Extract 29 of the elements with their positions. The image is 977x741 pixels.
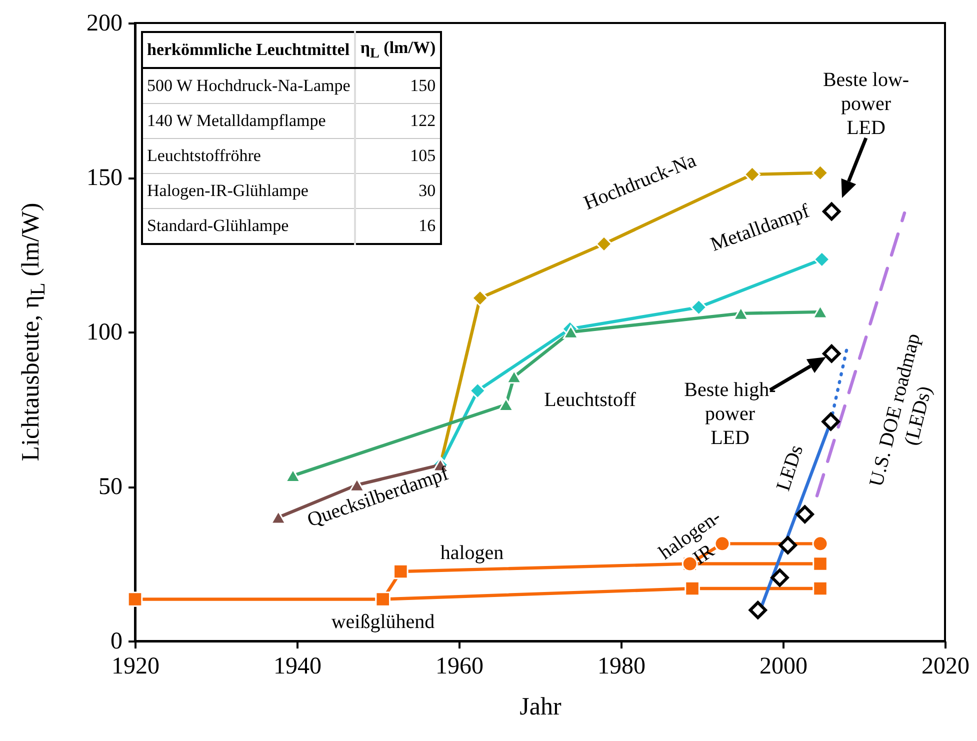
x-axis-title: Jahr [520,694,562,720]
annotation: η$_{L}$ (lm/W) [355,32,441,68]
annotation: Leuchtstoffröhre [142,138,356,174]
annotation: 150 [355,68,441,104]
x-tick-label: 1980 [598,654,646,680]
y-tick-label: 0 [110,628,122,654]
annotation: Leuchtstoff [544,389,636,411]
annotation: herkömmliche Leuchtmittel [142,32,356,68]
annotation: 500 W Hochdruck-Na-Lampe [142,68,356,104]
x-tick-label: 1960 [436,654,484,680]
annotation: Halogen-IR-Glühlampe [142,174,356,208]
annotation: Standard-Glühlampe [142,208,356,244]
y-tick-label: 100 [86,320,122,346]
annotation: 122 [355,104,441,138]
y-tick-label: 50 [98,474,122,500]
annotation: halogen [440,542,504,564]
annotation: 140 W Metalldampflampe [142,104,356,138]
y-tick-label: 150 [86,165,122,191]
x-tick-label: 2020 [922,654,970,680]
annotation: 30 [355,174,441,208]
annotation: Beste low- power LED [822,69,910,139]
annotation: U.S. DOE roadmap (LEDs) [865,331,936,489]
x-tick-label: 1940 [274,654,322,680]
y-tick-label: 200 [86,10,122,36]
annotation: 105 [355,138,441,174]
x-tick-label: 2000 [760,654,808,680]
x-tick-label: 1920 [112,654,160,680]
annotation: 16 [355,208,441,244]
annotation: weißglühend [331,611,435,633]
